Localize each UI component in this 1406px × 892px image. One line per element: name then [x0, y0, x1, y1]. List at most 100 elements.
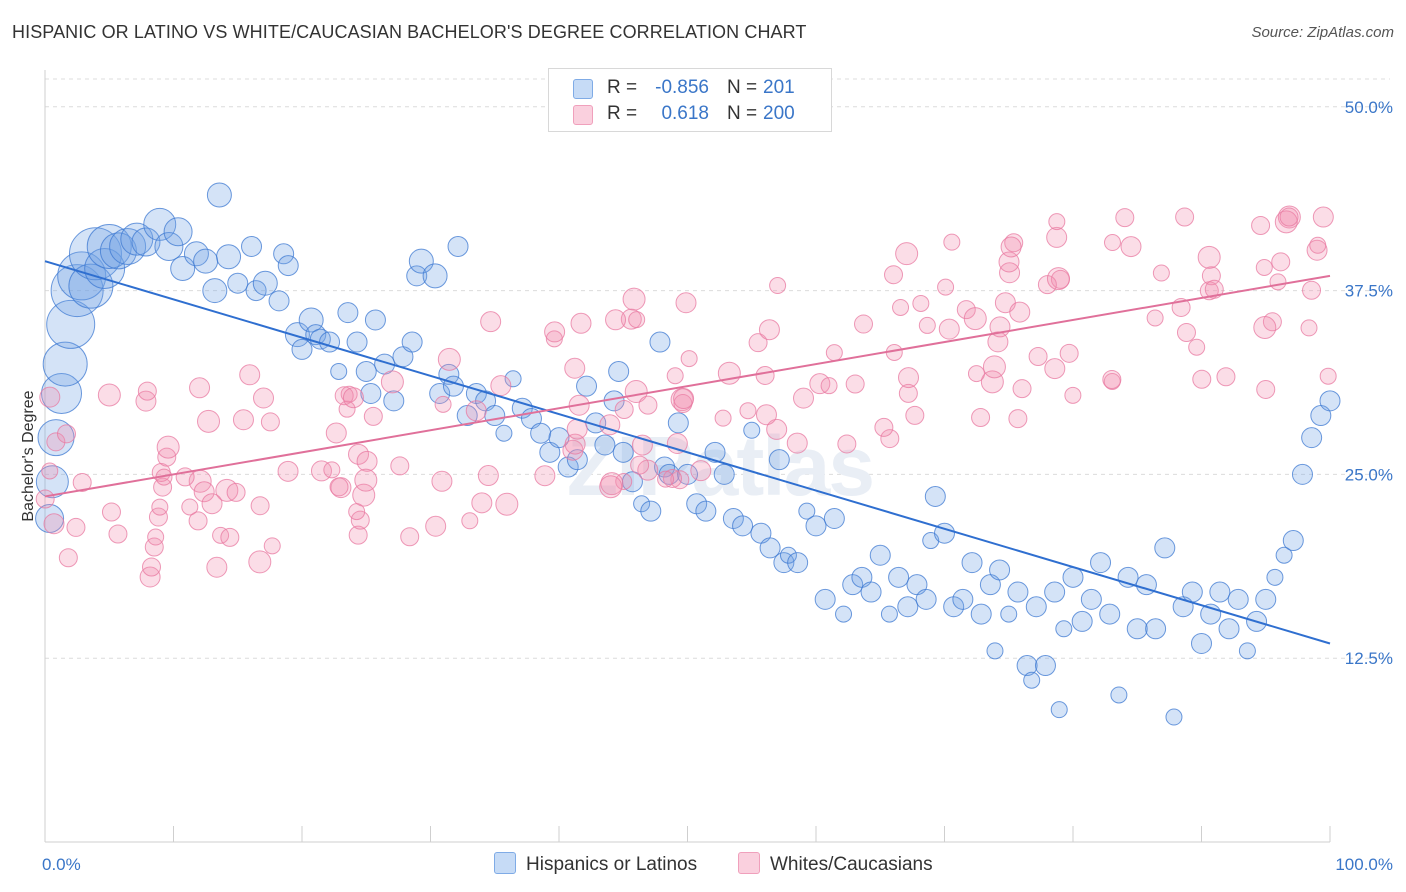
- y-tick-label: 50.0%: [1345, 98, 1393, 117]
- legend-r-label: R =: [607, 77, 638, 98]
- point-hispanic: [1154, 537, 1176, 559]
- point-white: [837, 434, 857, 454]
- point-white: [151, 498, 169, 516]
- point-white: [72, 472, 92, 492]
- point-white: [755, 365, 775, 385]
- point-hispanic: [1044, 581, 1066, 603]
- point-hispanic: [823, 507, 845, 529]
- point-white: [758, 319, 780, 341]
- point-white: [622, 287, 646, 311]
- point-hispanic: [608, 360, 630, 382]
- point-white: [1000, 236, 1022, 258]
- point-hispanic: [277, 255, 299, 277]
- point-white: [854, 314, 874, 334]
- point-hispanic: [1000, 605, 1018, 623]
- point-hispanic: [422, 263, 448, 289]
- point-white: [277, 460, 299, 482]
- x-tick-label-max: 100.0%: [1335, 855, 1393, 874]
- point-white: [1064, 386, 1082, 404]
- point-hispanic: [442, 375, 464, 397]
- point-white: [982, 355, 1006, 379]
- point-hispanic: [779, 546, 797, 564]
- point-white: [1309, 236, 1327, 254]
- point-white: [675, 292, 697, 314]
- point-white: [918, 316, 936, 334]
- point-hispanic: [131, 227, 161, 257]
- point-white: [1175, 207, 1195, 227]
- point-hispanic: [695, 500, 717, 522]
- point-white: [937, 278, 955, 296]
- point-white: [1176, 323, 1196, 343]
- point-white: [43, 513, 65, 535]
- point-white: [1300, 319, 1318, 337]
- point-hispanic: [154, 231, 184, 261]
- point-white: [350, 510, 370, 530]
- bottom-legend-hispanic: Hispanics or Latinos: [494, 852, 697, 876]
- point-hispanic: [1282, 530, 1304, 552]
- point-white: [769, 277, 787, 295]
- point-white: [898, 383, 918, 403]
- point-white: [793, 387, 815, 409]
- point-white: [1197, 245, 1221, 269]
- point-hispanic: [273, 243, 295, 265]
- point-hispanic: [383, 390, 405, 412]
- point-white: [943, 233, 961, 251]
- point-white: [956, 300, 976, 320]
- point-white: [1319, 367, 1337, 385]
- point-white: [41, 462, 59, 480]
- point-white: [425, 515, 447, 537]
- legend-n-label: N =: [727, 77, 758, 98]
- point-white: [461, 512, 479, 530]
- point-white: [1204, 279, 1224, 299]
- point-white: [884, 265, 904, 285]
- point-hispanic: [805, 515, 827, 537]
- point-white: [680, 350, 698, 368]
- point-hispanic: [346, 331, 368, 353]
- point-white: [352, 483, 376, 507]
- point-white: [354, 468, 378, 492]
- y-tick-label: 12.5%: [1345, 649, 1393, 668]
- point-white: [206, 556, 228, 578]
- point-white: [181, 498, 199, 516]
- point-white: [157, 447, 177, 467]
- point-hispanic: [548, 427, 570, 449]
- point-white: [135, 390, 157, 412]
- point-hispanic: [970, 603, 992, 625]
- point-hispanic: [759, 537, 781, 559]
- point-white: [1216, 367, 1236, 387]
- point-hispanic: [1319, 390, 1341, 412]
- point-white: [220, 527, 240, 547]
- point-white: [980, 370, 1004, 394]
- bottom-legend-swatch-hispanic: [494, 852, 516, 874]
- point-white: [356, 450, 378, 472]
- point-white: [1048, 213, 1066, 231]
- point-hispanic: [298, 307, 324, 333]
- y-tick-label: 37.5%: [1345, 282, 1393, 301]
- point-white: [544, 321, 566, 343]
- point-white: [490, 375, 512, 397]
- point-white: [1279, 207, 1299, 227]
- point-hispanic: [1209, 581, 1231, 603]
- point-white: [666, 367, 684, 385]
- point-hispanic: [530, 422, 552, 444]
- point-hispanic: [860, 581, 882, 603]
- point-hispanic: [924, 485, 946, 507]
- point-hispanic: [1126, 618, 1148, 640]
- point-white: [1312, 206, 1334, 228]
- point-white: [239, 364, 261, 386]
- point-white: [201, 493, 223, 515]
- point-white: [232, 409, 254, 431]
- point-white: [46, 432, 66, 452]
- trendline-hispanic: [44, 260, 1331, 645]
- point-white: [874, 417, 894, 437]
- point-white: [892, 298, 910, 316]
- point-hispanic: [897, 596, 919, 618]
- point-white: [197, 409, 221, 433]
- point-white: [1004, 233, 1024, 253]
- point-white: [673, 388, 695, 410]
- point-white: [1009, 301, 1031, 323]
- point-white: [434, 395, 452, 413]
- point-white: [1269, 273, 1287, 291]
- point-white: [628, 311, 646, 329]
